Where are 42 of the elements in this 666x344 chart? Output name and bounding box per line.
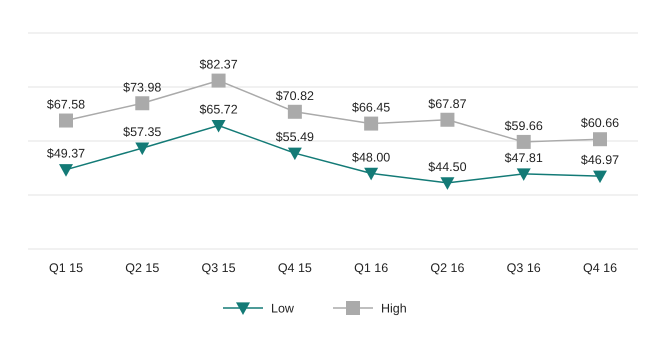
data-label: $67.87 — [428, 96, 467, 111]
x-tick-label: Q1 15 — [48, 261, 84, 275]
x-tick-label: Q2 15 — [125, 261, 160, 275]
x-tick-label: Q4 15 — [278, 261, 312, 275]
point — [440, 177, 454, 190]
data-label: $44.50 — [428, 160, 467, 174]
x-tick-label: Q2 16 — [430, 261, 464, 275]
point — [364, 116, 378, 131]
x-tick-label: Q4 16 — [582, 261, 618, 275]
data-label: $49.37 — [46, 146, 86, 161]
data-label: $47.81 — [504, 150, 543, 165]
data-label: $60.66 — [580, 116, 620, 130]
point — [59, 164, 73, 177]
x-tick-label: Q1 16 — [354, 261, 388, 275]
data-label: $57.35 — [123, 125, 162, 140]
point — [593, 132, 607, 146]
point — [516, 134, 531, 149]
point — [135, 96, 150, 110]
x-tick-label: Q3 16 — [506, 261, 541, 275]
data-label: $70.82 — [276, 88, 314, 103]
data-label: $59.66 — [504, 118, 543, 133]
data-label: $66.45 — [352, 100, 390, 115]
point — [288, 148, 302, 160]
point — [440, 112, 454, 127]
data-label: $46.97 — [580, 153, 620, 168]
point — [288, 104, 302, 119]
data-label: $67.58 — [46, 98, 86, 112]
point — [516, 168, 531, 181]
data-label: $73.98 — [123, 80, 162, 94]
point — [212, 120, 226, 133]
legend-label: High — [381, 302, 407, 316]
data-label: $55.49 — [276, 130, 314, 144]
legend-label: Low — [271, 302, 295, 316]
data-label: $65.72 — [199, 102, 238, 117]
point — [593, 170, 607, 184]
point — [212, 74, 226, 88]
point — [364, 168, 378, 180]
data-label: $82.37 — [199, 58, 238, 72]
x-tick-label: Q3 15 — [202, 261, 236, 275]
data-label: $48.00 — [352, 150, 390, 164]
point — [135, 142, 150, 156]
point — [59, 114, 73, 128]
